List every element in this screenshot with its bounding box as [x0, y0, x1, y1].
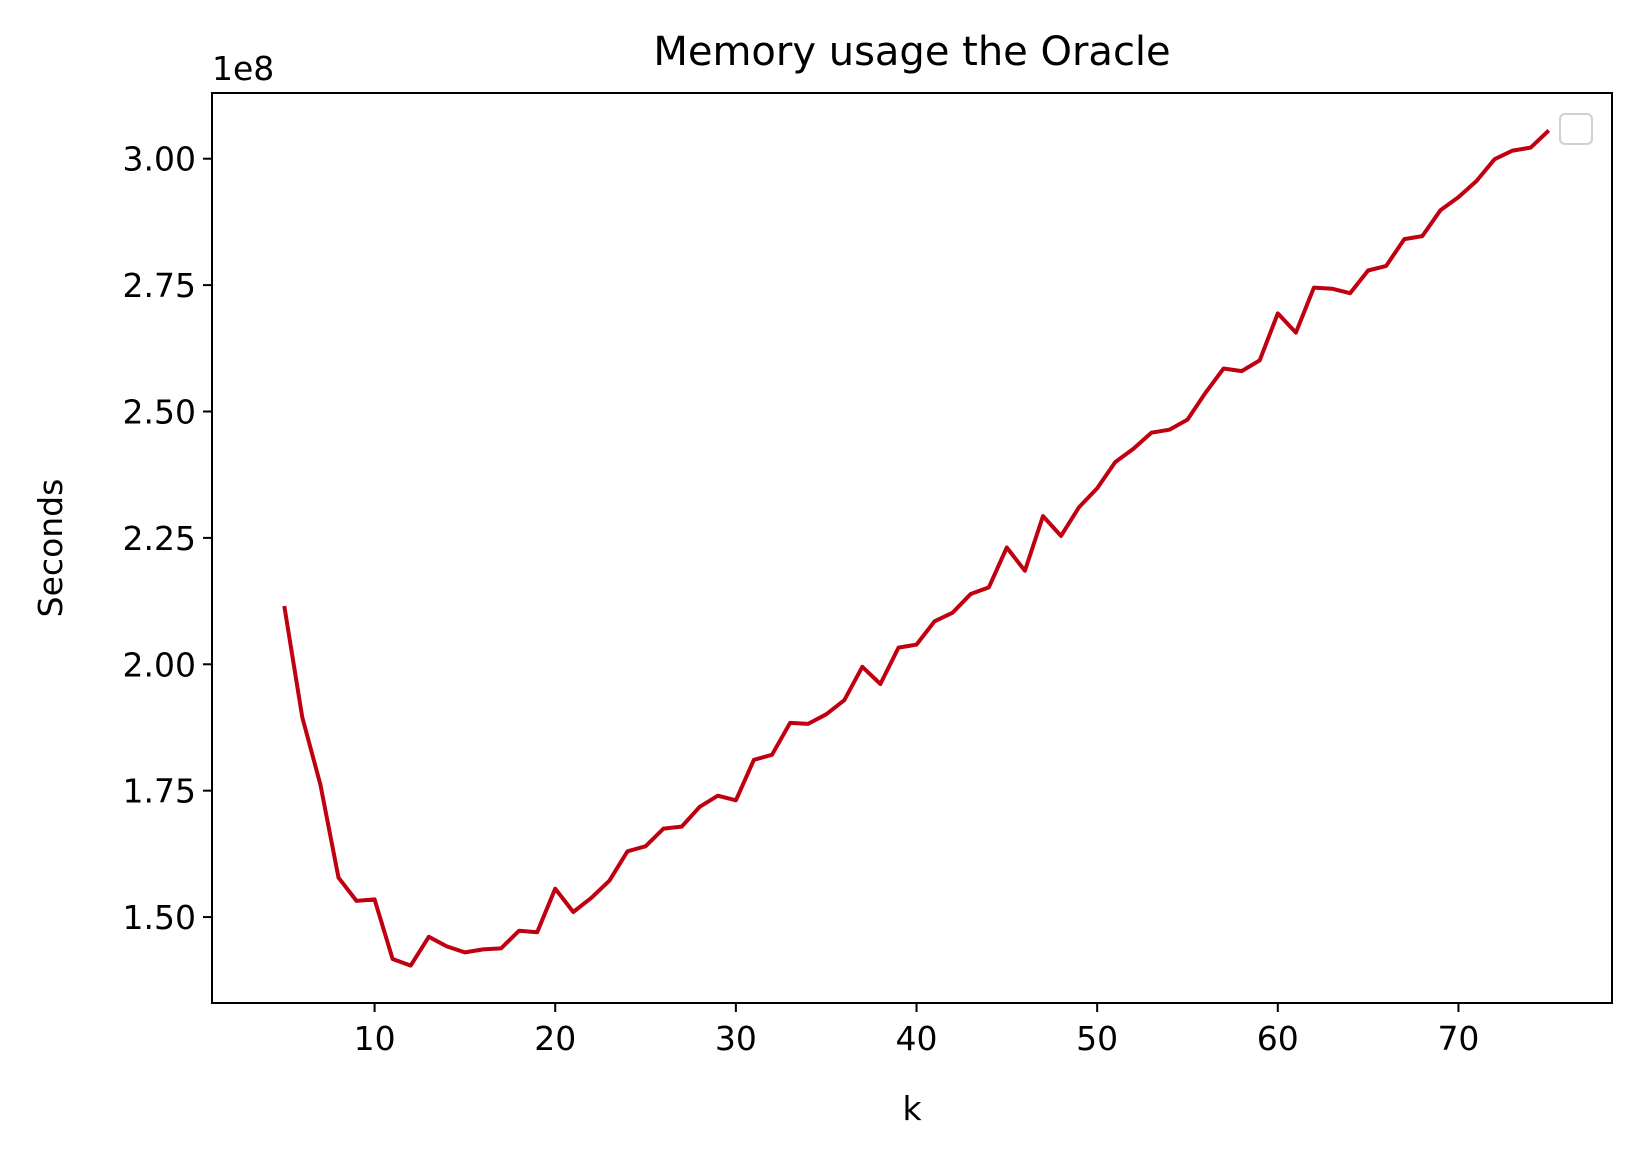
x-tick-label: 50: [1076, 1019, 1118, 1058]
y-tick-label: 3.00: [123, 140, 196, 179]
y-axis: 1.50 1.75 2.00 2.25 2.50 2.75 3.00: [123, 140, 212, 937]
x-tick-label: 60: [1257, 1019, 1299, 1058]
x-tick-label: 40: [896, 1019, 938, 1058]
x-axis: 10 20 30 40 50 60 70: [354, 1003, 1479, 1058]
y-tick-label: 2.50: [123, 393, 196, 432]
y-tick-label: 1.50: [123, 898, 196, 937]
x-tick-label: 30: [715, 1019, 757, 1058]
x-axis-title: k: [902, 1089, 922, 1128]
series-line: [282, 128, 1551, 968]
x-tick-label: 20: [534, 1019, 576, 1058]
y-tick-label: 2.75: [123, 266, 196, 305]
y-axis-title: Seconds: [31, 479, 70, 618]
x-tick-label: 70: [1437, 1019, 1479, 1058]
y-offset-label: 1e8: [212, 49, 274, 88]
plot-area-frame: [211, 92, 1613, 1004]
y-tick-label: 2.00: [123, 645, 196, 684]
chart-title: Memory usage the Oracle: [653, 29, 1170, 75]
legend-box: [1559, 113, 1593, 145]
y-tick-label: 1.75: [123, 772, 196, 811]
series-layer: [282, 128, 1551, 968]
x-tick-label: 10: [354, 1019, 396, 1058]
y-tick-label: 2.25: [123, 519, 196, 558]
